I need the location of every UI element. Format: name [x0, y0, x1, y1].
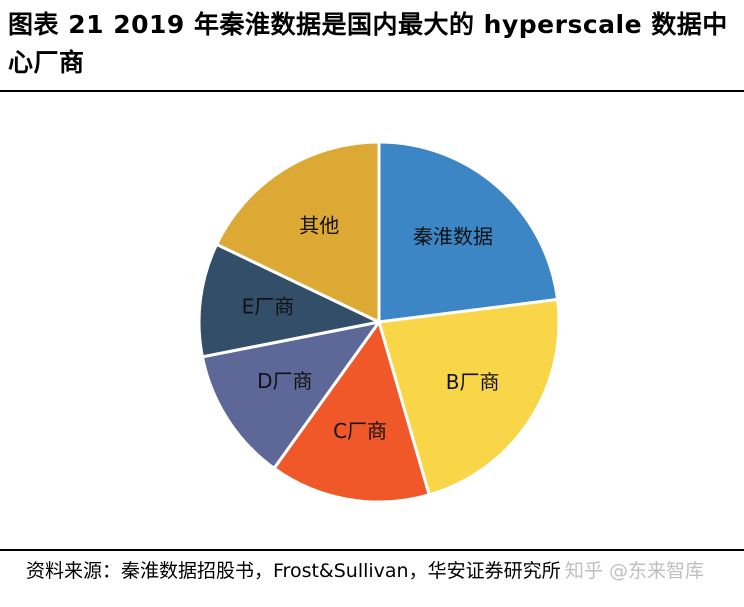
pie-slice-3 [272, 318, 432, 504]
watermark: 知乎 @东来智库 [565, 560, 705, 582]
source-note: 资料来源：秦淮数据招股书，Frost&Sullivan，华安证券研究所 [26, 560, 561, 582]
pie-slice-5 [197, 242, 384, 359]
pie-slice-1 [377, 140, 560, 324]
pie-label-6: 其他 [299, 214, 339, 238]
figure-title: 图表 21 2019 年秦淮数据是国内最大的 hyperscale 数据中心厂商 [8, 10, 728, 77]
pie-label-5: E厂商 [242, 294, 295, 318]
title-divider [0, 90, 744, 92]
pie-label-1: 秦淮数据 [413, 224, 493, 248]
pie-slice-2 [377, 297, 561, 497]
pie-label-4: D厂商 [257, 369, 312, 393]
source-divider [0, 549, 744, 551]
pie-slice-6 [214, 140, 381, 325]
pie-slice-4 [200, 319, 383, 471]
pie-label-2: B厂商 [446, 370, 500, 394]
pie-label-3: C厂商 [333, 419, 387, 443]
